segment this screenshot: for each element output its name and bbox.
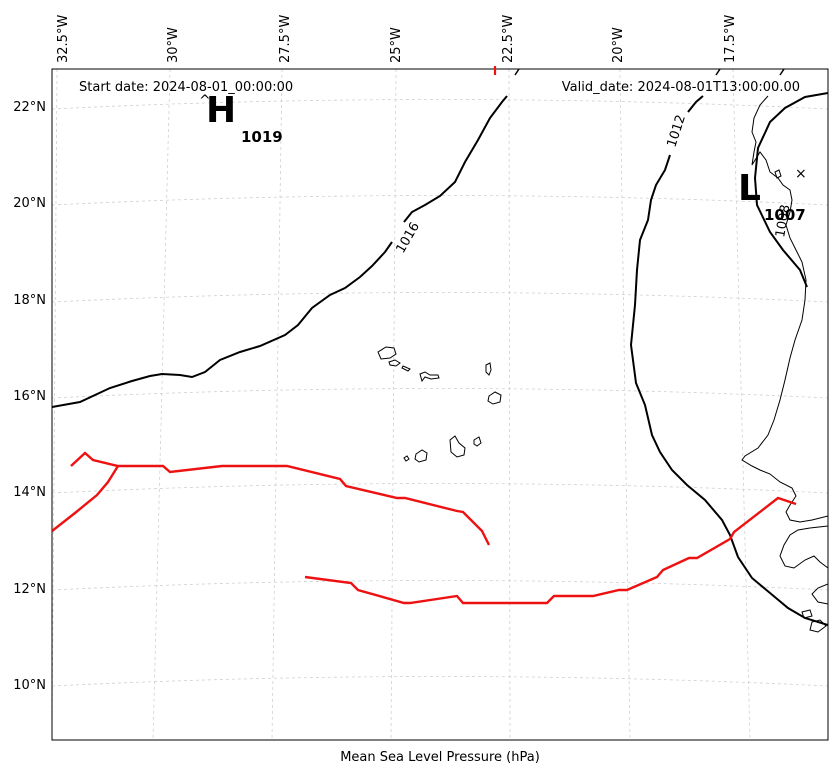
longitude-labels: 32.5°W 30°W 27.5°W 25°W 22.5°W 20°W 17.5…	[56, 15, 738, 63]
coastlines	[377, 95, 828, 633]
track-north	[70, 451, 491, 546]
parallel-10	[52, 676, 828, 687]
parallel-16	[52, 388, 828, 399]
high-value: 1019	[241, 128, 283, 146]
parallel-14	[52, 483, 828, 494]
isobar-1016	[52, 95, 508, 408]
meridian-17-5	[732, 69, 751, 740]
lat-label: 10°N	[13, 678, 46, 693]
lat-label: 22°N	[13, 100, 46, 115]
high-symbol: H	[206, 90, 236, 131]
lon-label: 32.5°W	[56, 15, 71, 63]
latitude-labels: 22°N 20°N 18°N 16°N 14°N 12°N 10°N	[13, 100, 46, 693]
lat-label: 18°N	[13, 293, 46, 308]
island-sao-vicente	[388, 359, 401, 367]
lat-label: 20°N	[13, 196, 46, 211]
track-west-branch	[52, 465, 120, 532]
track-top-tick-3	[715, 68, 721, 76]
island-brava	[403, 455, 410, 462]
map-frame	[51, 68, 829, 741]
map-xlabel: Mean Sea Level Pressure (hPa)	[340, 750, 540, 765]
meridian-32-5	[52, 69, 58, 740]
parallel-12	[52, 580, 828, 591]
low-value: 1007	[764, 206, 806, 224]
track-top-tick-4	[779, 68, 785, 76]
meridian-22-5	[508, 69, 511, 740]
meridian-25	[390, 69, 397, 740]
island-boa-vista	[487, 391, 502, 405]
meridian-27-5	[271, 69, 283, 740]
valid-date-text: Valid_date: 2024-08-01T13:00:00.00	[562, 80, 800, 95]
lon-label: 22.5°W	[501, 15, 516, 63]
parallel-20	[52, 195, 828, 206]
coastal-island-a	[774, 169, 782, 179]
lon-label: 17.5°W	[723, 15, 738, 63]
island-santo-antao	[377, 346, 397, 360]
meridian-20	[619, 69, 631, 740]
high-caret: ^	[199, 93, 211, 109]
africa-coast	[741, 95, 828, 633]
isobar-label-1016: 1016	[393, 220, 423, 256]
parallel-18	[52, 292, 828, 303]
parallel-22	[52, 99, 828, 110]
track-top-tick-2	[514, 68, 520, 76]
lon-label: 25°W	[389, 27, 404, 63]
track-south	[304, 496, 797, 605]
isobar-label-1008: 1008	[773, 203, 794, 238]
island-santiago	[449, 435, 466, 458]
lat-label: 12°N	[13, 582, 46, 597]
lat-label: 16°N	[13, 389, 46, 404]
lon-label: 20°W	[611, 27, 626, 63]
low-cross-marker: ×	[795, 166, 807, 182]
isobar-1012	[629, 92, 828, 626]
isobars	[52, 92, 828, 626]
meridian-30	[152, 69, 171, 740]
lon-label: 30°W	[166, 27, 181, 63]
graticule	[52, 69, 828, 740]
island-santa-luzia	[401, 365, 411, 372]
island-maio	[473, 436, 482, 447]
island-sal	[485, 362, 492, 376]
isobar-label-1012: 1012	[665, 113, 689, 149]
lon-label: 27.5°W	[278, 15, 293, 63]
lat-label: 14°N	[13, 485, 46, 500]
start-date-text: Start date: 2024-08-01_00:00:00	[79, 80, 293, 95]
storm-tracks	[52, 451, 797, 605]
island-sao-nicolau	[419, 371, 440, 383]
island-fogo	[414, 449, 428, 463]
low-symbol: L	[738, 168, 761, 209]
